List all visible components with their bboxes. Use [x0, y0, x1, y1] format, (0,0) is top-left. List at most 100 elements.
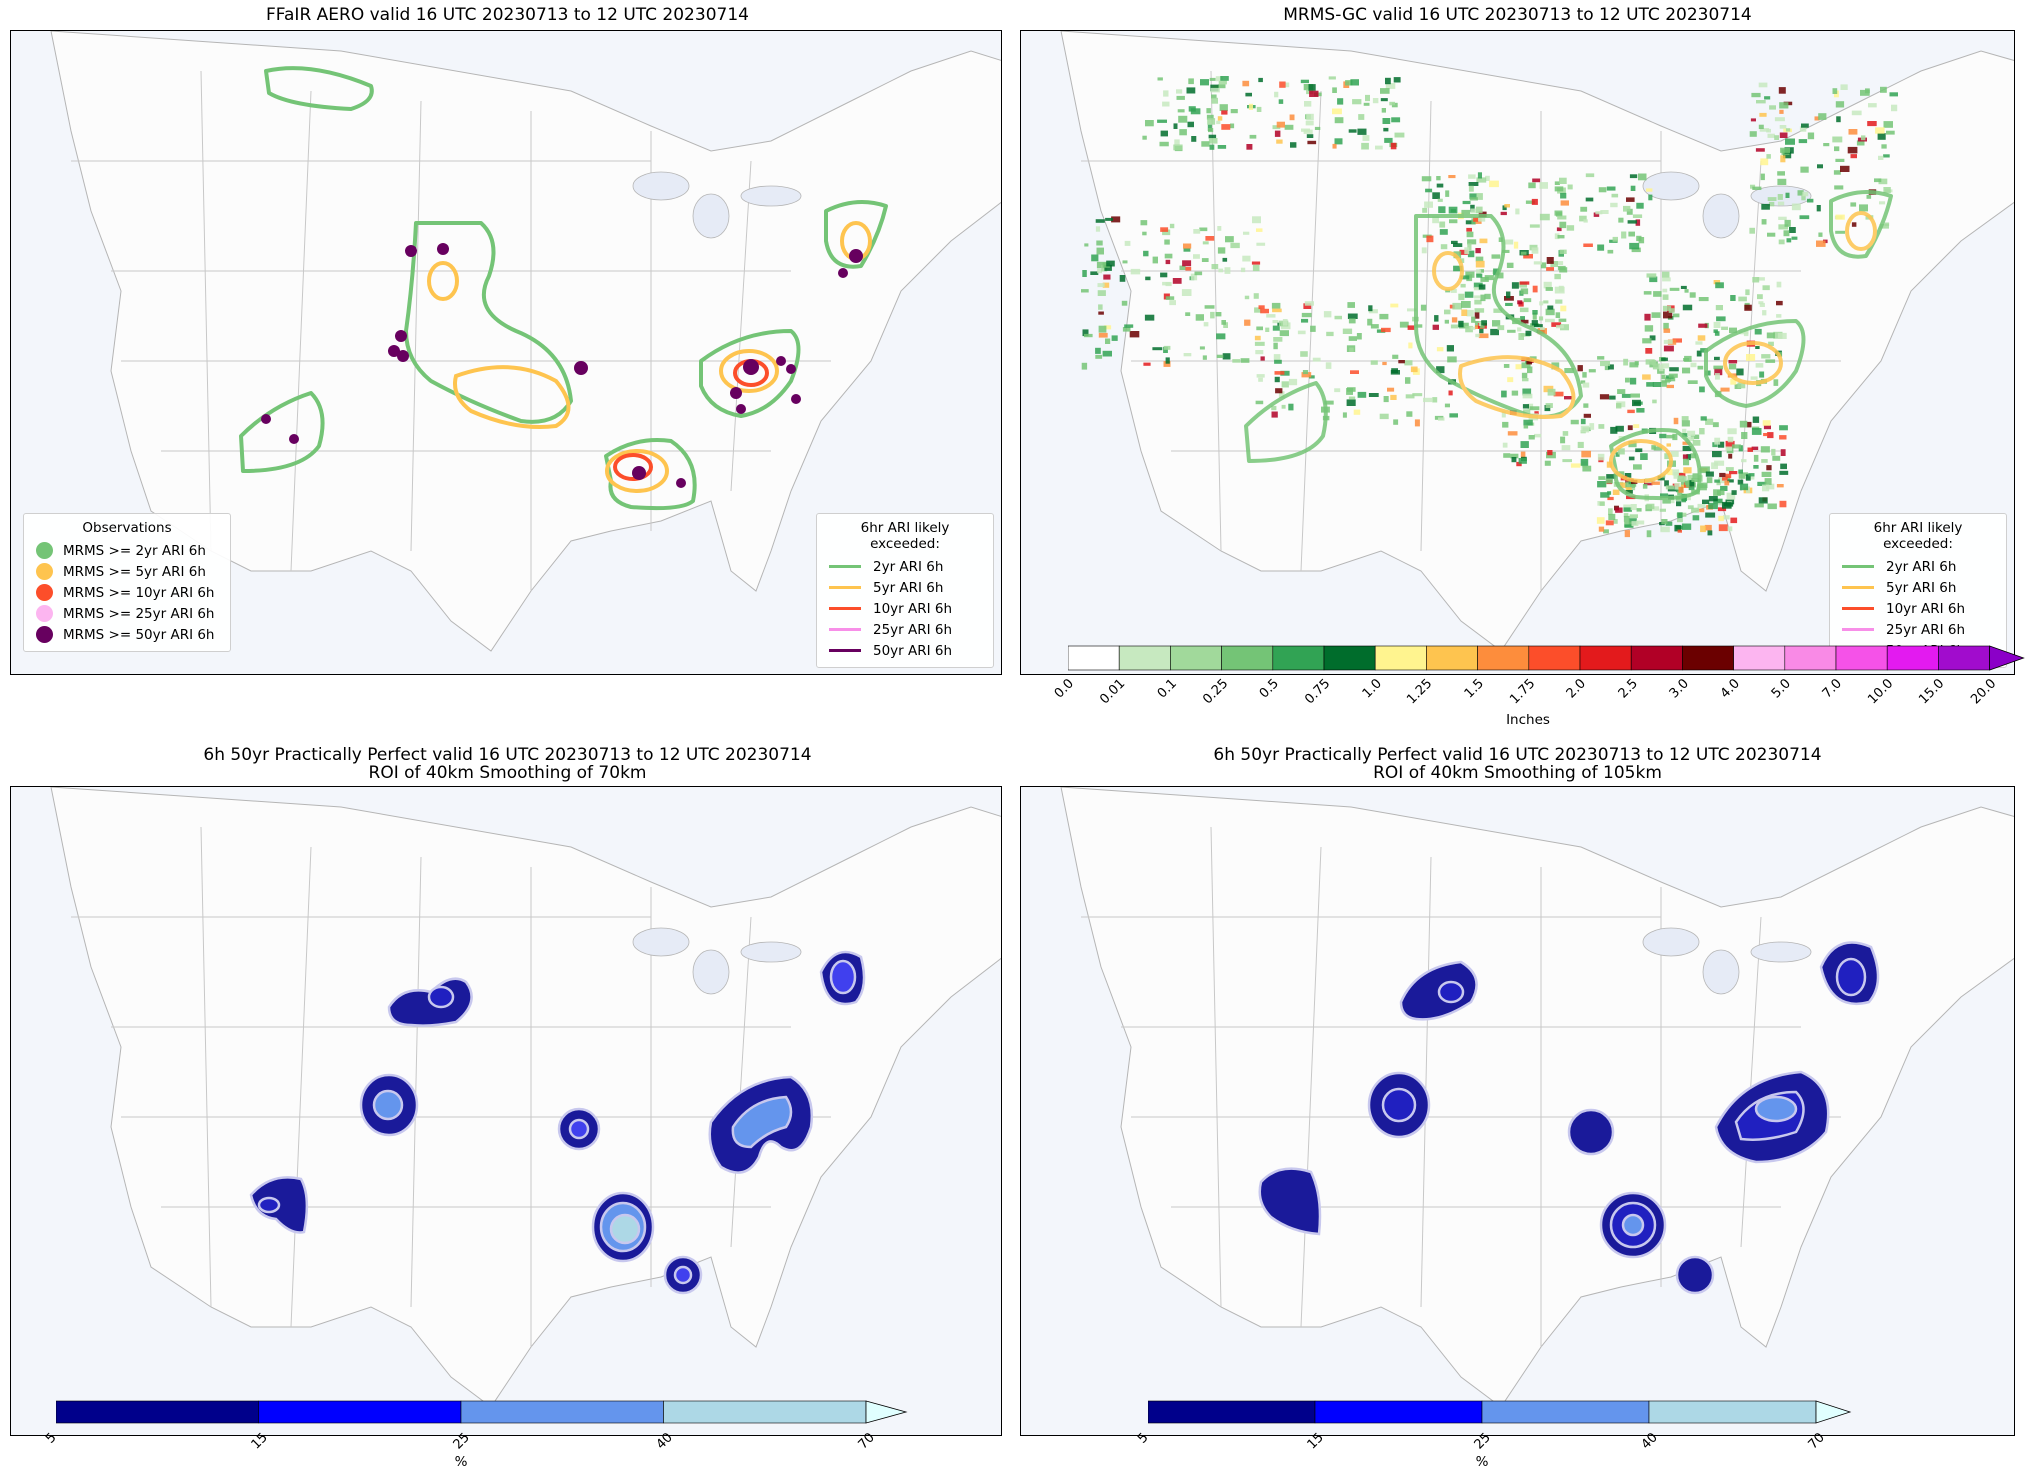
precip-cell — [1585, 197, 1594, 202]
precip-cell — [1677, 529, 1682, 533]
precip-cell — [1580, 458, 1589, 466]
precip-cell — [1759, 128, 1770, 132]
precip-cell — [1779, 500, 1787, 508]
precip-cell — [1697, 335, 1706, 341]
precip-cell — [1879, 201, 1886, 205]
precip-cell — [1539, 182, 1548, 189]
precip-cell — [1553, 391, 1564, 397]
precip-cell — [1663, 328, 1671, 333]
precip-cell — [1462, 200, 1471, 205]
precip-cell — [1432, 324, 1439, 330]
precip-cell — [1211, 97, 1218, 104]
colorbar-tick-label: 25 — [450, 1430, 473, 1453]
precip-cell — [1300, 351, 1308, 357]
precip-cell — [1758, 124, 1764, 129]
precip-cell — [1554, 286, 1565, 294]
precip-cell — [1464, 291, 1474, 298]
precip-cell — [1662, 294, 1669, 300]
precip-cell — [1580, 425, 1590, 433]
precip-cell — [1608, 364, 1614, 370]
precip-cell — [1348, 396, 1356, 400]
prob-area — [1381, 1087, 1417, 1123]
precip-cell — [1628, 456, 1635, 461]
prob-colorbar-left: 5 15 25 40 70 % — [43, 1400, 936, 1475]
precip-cell — [1699, 386, 1705, 393]
precip-cell — [1581, 450, 1591, 458]
precip-cell — [1098, 332, 1108, 338]
precip-cell — [1480, 277, 1489, 282]
precip-cell — [1834, 146, 1840, 152]
precip-cell — [1692, 440, 1701, 446]
precip-cell — [1816, 240, 1826, 247]
precip-cell — [1398, 360, 1405, 364]
precip-cell — [1420, 304, 1427, 311]
precip-cell — [1224, 267, 1231, 274]
precip-cell — [1714, 479, 1720, 483]
colorbar-segment — [460, 1400, 664, 1424]
precip-cell — [1662, 288, 1668, 293]
precip-cell — [1632, 214, 1643, 218]
prob-colorbar-right: 5 15 25 40 70 % — [1135, 1400, 1868, 1475]
precip-cell — [1466, 231, 1474, 238]
precip-cell — [1691, 507, 1699, 513]
precip-cell — [1636, 520, 1645, 525]
precip-cell — [1478, 215, 1486, 222]
precip-cell — [1779, 109, 1784, 114]
precip-cell — [1554, 261, 1564, 265]
precip-cell — [1593, 212, 1600, 217]
precip-cell — [1681, 420, 1690, 427]
prob-area — [1621, 1213, 1645, 1237]
precip-cell — [1712, 442, 1718, 448]
precip-cell — [1503, 453, 1511, 458]
precip-cell — [1690, 434, 1700, 440]
precip-cell — [1702, 499, 1710, 504]
legend-line — [1842, 565, 1874, 568]
precip-cell — [1722, 477, 1728, 481]
contour-2yr — [264, 66, 374, 111]
colorbar-tick-label: 1.0 — [1359, 676, 1385, 702]
precip-cell — [1160, 227, 1169, 232]
precip-cell — [1160, 272, 1168, 278]
precip-cell — [1122, 327, 1131, 332]
legend-entry: MRMS >= 50yr ARI 6h — [32, 624, 222, 645]
precip-cell — [1598, 526, 1605, 532]
precip-cell — [1659, 508, 1666, 512]
precip-cell — [1661, 357, 1668, 361]
panel-title-top-left: FFaIR AERO valid 16 UTC 20230713 to 12 U… — [266, 5, 749, 25]
precip-cell — [1358, 114, 1365, 120]
legend-entry: 25yr ARI 6h — [1838, 619, 1998, 640]
precip-cell — [1751, 428, 1762, 435]
precip-cell — [1672, 433, 1678, 441]
precip-cell — [1856, 140, 1865, 146]
precip-cell — [1807, 198, 1814, 203]
precip-cell — [1626, 208, 1633, 215]
precip-cell — [1519, 282, 1527, 288]
legend-entry: 5yr ARI 6h — [825, 577, 985, 598]
legend-label: 2yr ARI 6h — [1886, 558, 1957, 575]
precip-cell — [1663, 339, 1673, 344]
legend-label: MRMS >= 50yr ARI 6h — [63, 626, 215, 643]
precip-cell — [1760, 158, 1769, 166]
precip-cell — [1436, 176, 1441, 181]
great-lakes — [1642, 171, 1700, 201]
precip-cell — [1163, 90, 1169, 97]
legend-label: 5yr ARI 6h — [873, 579, 944, 596]
prob-area — [1258, 1167, 1322, 1236]
precip-cell — [1624, 521, 1633, 528]
precip-cell — [1561, 445, 1571, 451]
precip-cell — [1715, 305, 1723, 311]
colorbar-tick-label: 2.5 — [1615, 676, 1641, 702]
precip-cell — [1564, 396, 1572, 400]
precip-cell — [1162, 229, 1171, 236]
precip-cell — [1523, 419, 1533, 426]
precip-cell — [1220, 76, 1229, 81]
precip-cell — [1683, 467, 1692, 474]
precip-cell — [1519, 281, 1530, 285]
colorbar-segment — [1528, 645, 1581, 671]
precip-cell — [1169, 223, 1175, 229]
legend-marker — [36, 563, 53, 580]
precip-cell — [1249, 134, 1257, 139]
legend-label: 10yr ARI 6h — [873, 600, 953, 617]
precip-cell — [1432, 397, 1438, 403]
colorbar-tick-label: 0.25 — [1199, 676, 1231, 708]
